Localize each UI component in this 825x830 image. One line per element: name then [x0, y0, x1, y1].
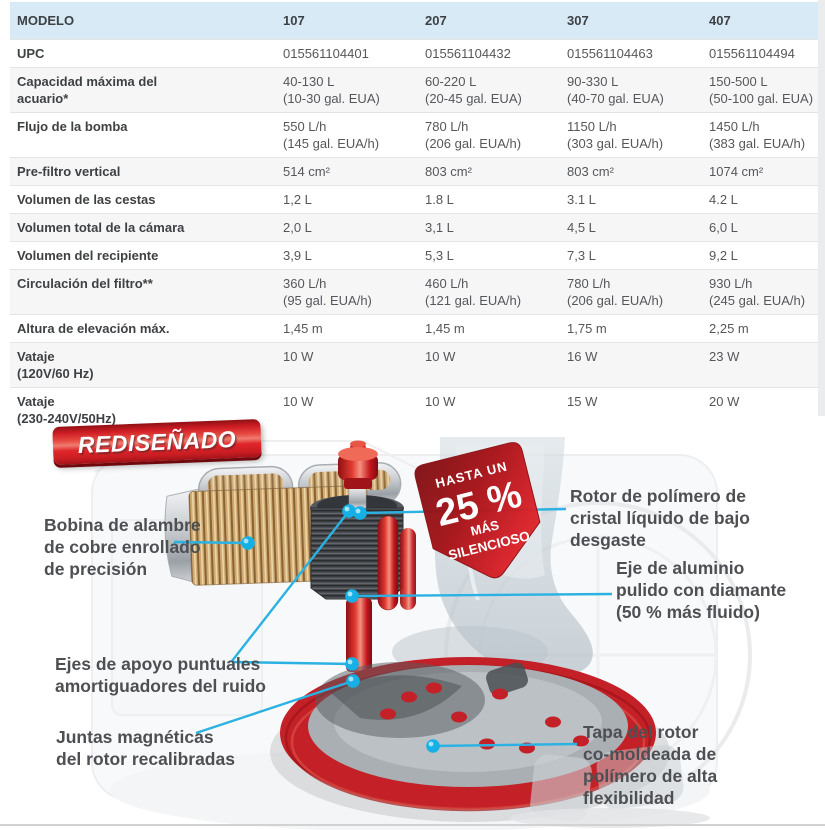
red-cap	[338, 440, 378, 489]
cell-407: 150-500 L (50-100 gal. EUA)	[709, 74, 814, 106]
cell-207: 10 W	[425, 394, 456, 409]
table-body: UPC 015561104401 015561104432 0155611044…	[10, 39, 818, 432]
column-header-307: 307	[567, 13, 589, 28]
table-row-camara: Volumen total de la cámara 2,0 L 3,1 L 4…	[10, 213, 818, 241]
leader-dots	[241, 504, 440, 753]
cell-407: 2,25 m	[709, 321, 749, 336]
redesigned-ribbon: REDISEÑADO	[52, 419, 262, 465]
column-header-modelo: MODELO	[17, 13, 75, 28]
table-row-altura: Altura de elevación máx. 1,45 m 1,45 m 1…	[10, 314, 818, 342]
cell-107: 10 W	[283, 349, 314, 364]
cell-207: 60-220 L (20-45 gal. EUA)	[425, 74, 522, 106]
cell-207: 5,3 L	[425, 248, 454, 263]
cell-107: 40-130 L (10-30 gal. EUA)	[283, 74, 380, 106]
cell-407: 20 W	[709, 394, 740, 409]
table-row-capacidad: Capacidad máxima del acuario* 40-130 L (…	[10, 67, 818, 112]
cell-207: 3,1 L	[425, 220, 454, 235]
cell-307: 3.1 L	[567, 192, 596, 207]
table-row-cestas: Volumen de las cestas 1,2 L 1.8 L 3.1 L …	[10, 185, 818, 213]
bottom-divider	[0, 824, 825, 826]
cell-307: 7,3 L	[567, 248, 596, 263]
table-row-prefiltro: Pre-filtro vertical 514 cm² 803 cm² 803 …	[10, 157, 818, 185]
callout-bobina: Bobina de alambre de cobre enrollado de …	[44, 515, 201, 579]
cell-407: 930 L/h (245 gal. EUA/h)	[709, 276, 806, 308]
cell-307: 780 L/h (206 gal. EUA/h)	[567, 276, 664, 308]
cell-107: 550 L/h (145 gal. EUA/h)	[283, 119, 380, 151]
callout-rotor: Rotor de polímero de cristal líquido de …	[570, 486, 750, 550]
callout-ejes-apoyo: Ejes de apoyo puntuales amortiguadores d…	[55, 654, 266, 696]
row-label: Altura de elevación máx.	[17, 321, 170, 336]
cell-307: 015561104463	[567, 46, 653, 61]
cell-407: 4.2 L	[709, 192, 738, 207]
cell-207: 460 L/h (121 gal. EUA/h)	[425, 276, 522, 308]
row-label: Flujo de la bomba	[17, 119, 128, 134]
cell-407: 23 W	[709, 349, 740, 364]
redesigned-label: REDISEÑADO	[77, 425, 237, 458]
row-label: Volumen del recipiente	[17, 248, 159, 263]
cell-207: 803 cm²	[425, 164, 472, 179]
row-label: Vataje (120V/60 Hz)	[17, 349, 94, 381]
cell-207: 780 L/h (206 gal. EUA/h)	[425, 119, 522, 151]
cell-307: 15 W	[567, 394, 598, 409]
cell-107: 514 cm²	[283, 164, 330, 179]
cell-307: 1150 L/h (303 gal. EUA/h)	[567, 119, 664, 151]
scrollbar-track[interactable]	[818, 0, 825, 416]
cell-107: 10 W	[283, 394, 314, 409]
cell-307: 90-330 L (40-70 gal. EUA)	[567, 74, 664, 106]
badge-line-mid: MÁS	[469, 517, 501, 539]
spec-table: MODELO 107 207 307 407 UPC 015561104401 …	[10, 2, 818, 432]
table-row-flujo: Flujo de la bomba 550 L/h (145 gal. EUA/…	[10, 112, 818, 157]
row-label: Capacidad máxima del acuario*	[17, 74, 158, 106]
cell-107: 360 L/h (95 gal. EUA/h)	[283, 276, 372, 308]
cell-407: 6,0 L	[709, 220, 738, 235]
column-header-207: 207	[425, 13, 447, 28]
cell-407: 1450 L/h (383 gal. EUA/h)	[709, 119, 806, 151]
cell-107: 015561104401	[283, 46, 369, 61]
cell-207: 015561104432	[425, 46, 511, 61]
table-row-vataje-230: Vataje (230-240V/50Hz) 10 W 10 W 15 W 20…	[10, 387, 818, 432]
row-label: Vataje (230-240V/50Hz)	[17, 394, 116, 426]
cell-207: 10 W	[425, 349, 456, 364]
cell-107: 2,0 L	[283, 220, 312, 235]
callout-eje-aluminio: Eje de aluminio pulido con diamante (50 …	[616, 558, 787, 622]
red-shaft	[346, 598, 372, 672]
table-row-upc: UPC 015561104401 015561104432 0155611044…	[10, 39, 818, 67]
table-header-row: MODELO 107 207 307 407	[10, 2, 818, 39]
row-label: Pre-filtro vertical	[17, 164, 121, 179]
table-row-recipiente: Volumen del recipiente 3,9 L 5,3 L 7,3 L…	[10, 241, 818, 269]
pump-cutaway-illustration: HASTA UN 25 % MÁS SILENCIOSO	[91, 437, 752, 830]
red-tube	[377, 515, 399, 611]
quiet-percent-badge: HASTA UN 25 % MÁS SILENCIOSO	[414, 442, 541, 579]
row-label: UPC	[17, 46, 45, 61]
cell-307: 1,75 m	[567, 321, 607, 336]
table-row-vataje-120: Vataje (120V/60 Hz) 10 W 10 W 16 W 23 W	[10, 342, 818, 387]
cell-207: 1,45 m	[425, 321, 465, 336]
cell-407: 1074 cm²	[709, 164, 764, 179]
row-label: Volumen de las cestas	[17, 192, 156, 207]
column-header-107: 107	[283, 13, 305, 28]
cell-107: 1,45 m	[283, 321, 323, 336]
cell-407: 9,2 L	[709, 248, 738, 263]
cell-107: 1,2 L	[283, 192, 312, 207]
cell-207: 1.8 L	[425, 192, 454, 207]
cell-407: 015561104494	[709, 46, 795, 61]
column-header-407: 407	[709, 13, 731, 28]
cell-107: 3,9 L	[283, 248, 312, 263]
cell-307: 4,5 L	[567, 220, 596, 235]
row-label: Circulación del filtro**	[17, 276, 153, 291]
motor-block	[310, 440, 416, 672]
red-tube	[400, 528, 416, 610]
base-feet	[510, 744, 710, 828]
row-label: Volumen total de la cámara	[17, 220, 185, 235]
cell-307: 16 W	[567, 349, 598, 364]
callout-juntas-magneticas: Juntas magnéticas del rotor recalibradas	[56, 727, 235, 769]
cell-307: 803 cm²	[567, 164, 614, 179]
table-row-circulacion: Circulación del filtro** 360 L/h (95 gal…	[10, 269, 818, 314]
callout-tapa-rotor: Tapa del rotor co-moldeada de polímero d…	[583, 722, 718, 808]
